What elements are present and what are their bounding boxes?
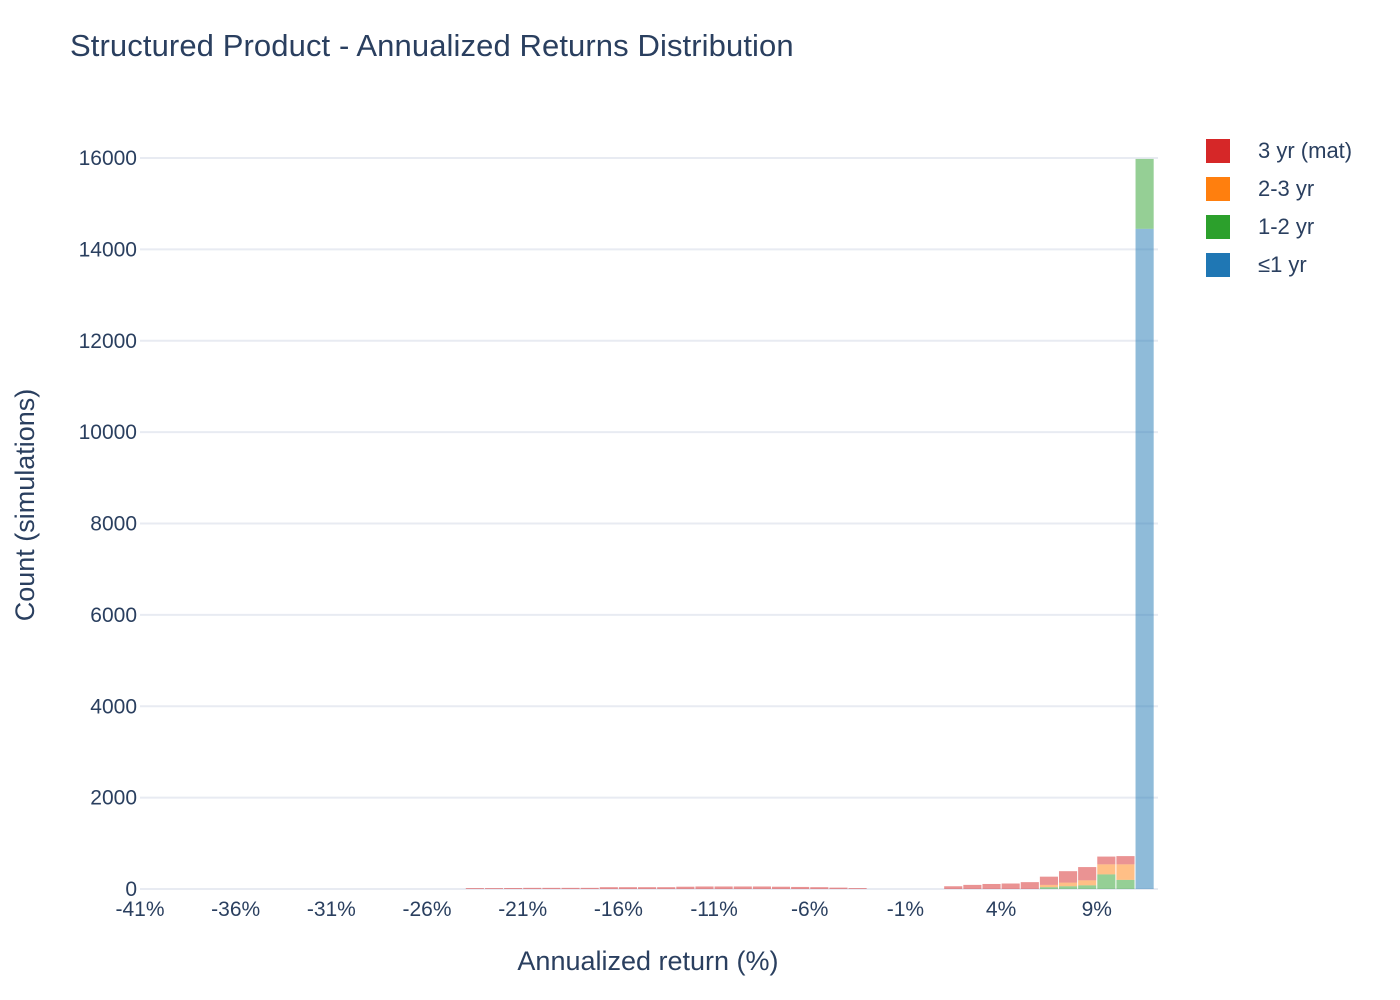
histogram-bar	[1001, 883, 1020, 889]
y-tick-labels: 0 2000 4000 6000 8000 10000 12000 14000 16000	[79, 147, 137, 901]
x-tick-label: -6%	[791, 898, 828, 921]
histogram-bar	[963, 884, 982, 889]
histogram-bar	[1097, 856, 1116, 865]
y-tick-label: 8000	[90, 513, 137, 536]
x-tick-label: -16%	[594, 898, 643, 921]
y-tick-label: 12000	[79, 330, 137, 353]
histogram-bar	[733, 886, 752, 889]
histogram-bar	[676, 886, 695, 889]
histogram-bar	[599, 887, 618, 889]
y-tick-label: 14000	[79, 238, 137, 261]
chart-title: Structured Product - Annualized Returns …	[70, 28, 794, 63]
x-tick-label: -41%	[115, 898, 164, 921]
histogram-bar	[465, 888, 484, 889]
y-axis-title: Count (simulations)	[10, 389, 40, 622]
histogram-bar	[1039, 884, 1058, 888]
y-tick-label: 16000	[79, 147, 137, 170]
legend-item[interactable]: 3 yr (mat)	[1206, 132, 1352, 170]
x-tick-label: -26%	[403, 898, 452, 921]
histogram-bar	[1116, 856, 1135, 865]
legend: 3 yr (mat) 2-3 yr 1-2 yr ≤1 yr	[1206, 132, 1352, 284]
histogram-bar	[1039, 887, 1058, 889]
x-tick-labels: -41% -36% -31% -26% -21% -16% -11% -6% -1% 4% 9%	[115, 898, 1111, 921]
histogram-bar	[791, 886, 810, 889]
histogram-bar	[657, 887, 676, 889]
histogram-bar	[752, 886, 771, 889]
histogram-bar	[1116, 879, 1135, 889]
histogram-bar	[848, 888, 867, 889]
histogram-bar	[523, 887, 542, 889]
legend-swatch	[1206, 215, 1230, 239]
legend-swatch	[1206, 177, 1230, 201]
histogram-bar	[1097, 874, 1116, 889]
x-tick-label: 4%	[986, 898, 1016, 921]
legend-swatch	[1206, 253, 1230, 277]
y-tick-label: 4000	[90, 695, 137, 718]
histogram-bar	[810, 887, 829, 889]
legend-swatch	[1206, 139, 1230, 163]
histogram-bar	[580, 887, 599, 889]
histogram-bar	[1058, 871, 1078, 883]
histogram-bar	[829, 887, 848, 889]
histogram-bar	[1078, 885, 1097, 889]
histogram-bar	[1078, 867, 1097, 881]
histogram-bar	[1135, 158, 1154, 229]
histogram-bar	[1097, 864, 1116, 875]
y-tick-label: 10000	[79, 421, 137, 444]
y-tick-label: 6000	[90, 604, 137, 627]
histogram-bar	[982, 883, 1001, 889]
x-tick-label: -1%	[887, 898, 924, 921]
x-tick-label: -36%	[211, 898, 260, 921]
histogram-bar	[1135, 228, 1154, 890]
legend-label: ≤1 yr	[1258, 252, 1307, 277]
histogram-bar	[944, 886, 963, 889]
histogram-bar	[504, 887, 523, 889]
legend-label: 2-3 yr	[1258, 176, 1315, 201]
x-axis-title: Annualized return (%)	[517, 946, 778, 976]
histogram-bar	[484, 888, 504, 889]
y-tick-label: 0	[125, 878, 137, 901]
x-tick-label: -31%	[307, 898, 356, 921]
x-tick-label: -21%	[498, 898, 547, 921]
histogram-bar	[1116, 864, 1135, 880]
legend-label: 3 yr (mat)	[1258, 138, 1353, 163]
histogram-bar	[695, 886, 714, 889]
histogram-bar	[1058, 882, 1078, 887]
histogram-bar	[1020, 882, 1039, 889]
histogram-bar	[638, 887, 657, 889]
histogram-bar	[561, 887, 580, 889]
y-tick-label: 2000	[90, 787, 137, 810]
legend-item[interactable]: 1-2 yr	[1206, 208, 1352, 246]
x-tick-label: 9%	[1082, 898, 1112, 921]
histogram-bar	[1058, 886, 1078, 889]
legend-label: 1-2 yr	[1258, 214, 1315, 239]
histogram-bar	[542, 887, 561, 889]
legend-item[interactable]: 2-3 yr	[1206, 170, 1352, 208]
bars-layer	[465, 158, 1154, 890]
histogram-bar	[1078, 880, 1097, 886]
histogram-bar	[714, 886, 733, 889]
grid-layer	[140, 157, 1158, 890]
histogram-bar	[771, 886, 791, 889]
legend-item[interactable]: ≤1 yr	[1206, 246, 1352, 284]
histogram-bar	[618, 887, 638, 889]
x-tick-label: -11%	[690, 898, 737, 921]
histogram-bar	[1039, 876, 1058, 885]
